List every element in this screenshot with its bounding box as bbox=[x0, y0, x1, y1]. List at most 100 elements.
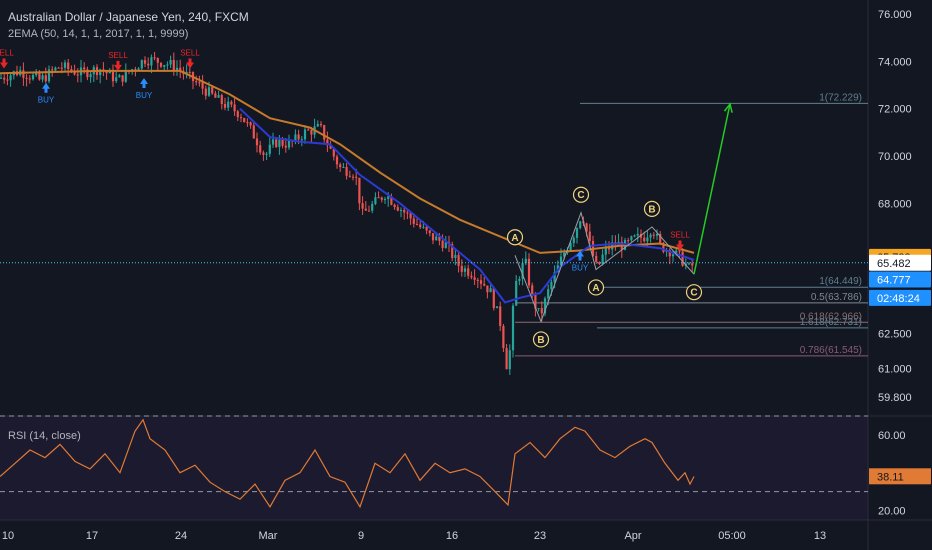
candle-body bbox=[380, 197, 383, 200]
candle-body bbox=[559, 256, 563, 266]
price-tick-label: 74.000 bbox=[878, 56, 912, 68]
buy-label: BUY bbox=[136, 91, 153, 100]
candle-body bbox=[524, 258, 527, 264]
rsi-tick-label: 20.00 bbox=[878, 506, 906, 518]
candle-body bbox=[223, 104, 227, 108]
price-tick-label: 70.000 bbox=[878, 151, 912, 163]
candle-body bbox=[134, 69, 137, 71]
time-tick-label: 05:00 bbox=[718, 530, 746, 542]
candle-body bbox=[47, 69, 51, 82]
candle-body bbox=[252, 125, 255, 139]
candle-body bbox=[22, 70, 25, 78]
candle-body bbox=[511, 305, 515, 351]
candle-body bbox=[595, 255, 598, 262]
candle-body bbox=[505, 348, 508, 370]
candle-body bbox=[310, 130, 313, 135]
candle-body bbox=[387, 196, 390, 200]
indicator-label: 2EMA (50, 14, 1, 1, 2017, 1, 1, 9999) bbox=[8, 28, 188, 40]
candle-body bbox=[323, 125, 326, 140]
candle-body bbox=[233, 104, 236, 112]
candle-body bbox=[409, 212, 412, 219]
candle-body bbox=[41, 75, 44, 80]
time-tick-label: 23 bbox=[534, 530, 546, 542]
candle-body bbox=[451, 244, 454, 259]
candle-body bbox=[527, 258, 531, 286]
wave-label: C bbox=[690, 288, 697, 299]
candle-body bbox=[588, 231, 591, 241]
candle-body bbox=[678, 250, 681, 252]
candle-body bbox=[575, 228, 579, 238]
candle-body bbox=[236, 111, 239, 118]
candle-body bbox=[467, 268, 470, 276]
candle-body bbox=[390, 196, 393, 205]
candle-body bbox=[278, 139, 281, 147]
candle-body bbox=[230, 101, 233, 105]
price-tag-box bbox=[869, 271, 931, 288]
candle-body bbox=[172, 59, 175, 71]
candle-body bbox=[156, 58, 159, 63]
ema-fast-line bbox=[239, 107, 695, 304]
wave-circle bbox=[643, 200, 661, 218]
sell-label: SELL bbox=[0, 49, 14, 58]
sell-arrow-icon bbox=[676, 240, 684, 251]
candle-body bbox=[675, 250, 678, 255]
candle-body bbox=[99, 69, 102, 76]
candle-body bbox=[371, 203, 374, 211]
candle-body bbox=[364, 208, 367, 211]
price-tag-box bbox=[869, 254, 931, 271]
price-tick-label: 61.000 bbox=[878, 364, 912, 376]
signals: BUY BUY SELL SELL SELL BUY SELL bbox=[0, 49, 690, 273]
time-tick-label: 13 bbox=[814, 530, 826, 542]
candle-body bbox=[67, 62, 70, 70]
ema-slow-line bbox=[0, 69, 695, 254]
candle-body bbox=[204, 88, 207, 96]
wave-label: B bbox=[537, 335, 544, 346]
sell-label: SELL bbox=[670, 231, 690, 240]
time-tick-label: Apr bbox=[624, 530, 641, 542]
candle-body bbox=[281, 139, 284, 146]
wave-path bbox=[514, 211, 695, 323]
time-tick-label: 10 bbox=[2, 530, 14, 542]
candle-body bbox=[339, 164, 342, 168]
candle-body bbox=[425, 226, 428, 231]
candle-body bbox=[220, 95, 223, 105]
candle-body bbox=[412, 218, 415, 224]
candle-body bbox=[246, 122, 249, 124]
candle-body bbox=[441, 240, 444, 249]
price-tick-label: 68.000 bbox=[878, 198, 912, 210]
candle-body bbox=[415, 223, 419, 225]
wave-label: A bbox=[592, 283, 599, 294]
candle-body bbox=[483, 283, 486, 286]
wave-circle bbox=[572, 186, 590, 203]
buy-arrow-icon bbox=[140, 78, 148, 88]
wave-label: A bbox=[511, 233, 518, 244]
sell-label: SELL bbox=[180, 49, 200, 58]
candle-body bbox=[195, 81, 198, 83]
buy-label: BUY bbox=[572, 264, 589, 273]
candle-body bbox=[86, 69, 89, 78]
candle-body bbox=[271, 139, 275, 145]
candle-body bbox=[265, 153, 268, 155]
price-tag-box bbox=[869, 289, 931, 306]
candle-body bbox=[188, 71, 191, 73]
price-tag-text: 02:48:24 bbox=[877, 293, 920, 305]
candle-body bbox=[179, 67, 182, 71]
candle-body bbox=[38, 72, 41, 80]
buy-arrow-icon bbox=[42, 82, 50, 93]
candle-body bbox=[54, 67, 57, 71]
candle-body bbox=[25, 77, 28, 79]
buy-arrow-icon bbox=[576, 250, 584, 261]
candle-body bbox=[319, 124, 323, 126]
candle-body bbox=[124, 70, 127, 82]
target-arrowhead-icon bbox=[723, 102, 733, 113]
wave-label: C bbox=[577, 190, 584, 201]
candle-body bbox=[636, 233, 639, 236]
candle-body bbox=[159, 62, 163, 67]
candle-body bbox=[185, 71, 188, 74]
price-tick-label: 76.000 bbox=[878, 9, 912, 21]
candle-body bbox=[153, 57, 156, 59]
wave-labels: A B C A B C bbox=[506, 186, 703, 348]
time-tick-label: 24 bbox=[175, 530, 187, 542]
candle-body bbox=[348, 175, 351, 177]
